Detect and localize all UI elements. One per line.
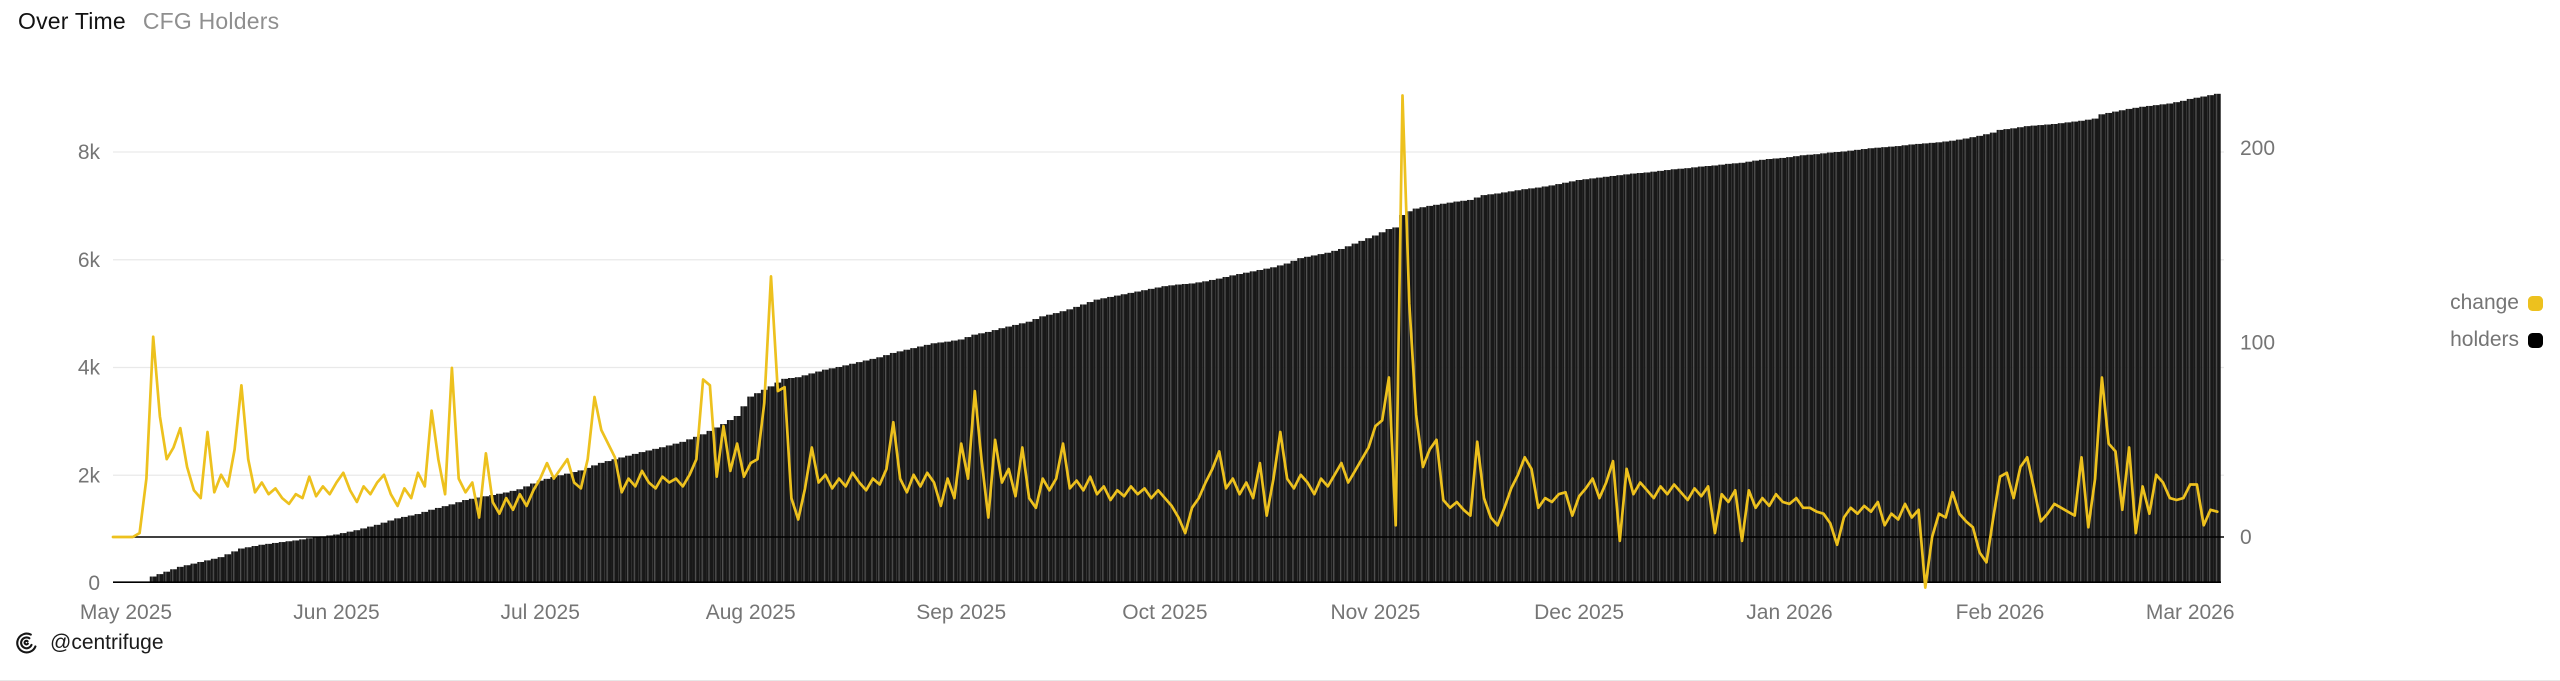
svg-text:Feb 2026: Feb 2026 [1956, 601, 2045, 624]
legend-item-holders[interactable]: holders [2450, 328, 2543, 352]
svg-text:Dec 2025: Dec 2025 [1534, 601, 1624, 624]
svg-text:100: 100 [2240, 332, 2275, 355]
svg-text:Sep 2025: Sep 2025 [916, 601, 1006, 624]
attribution-handle[interactable]: @centrifuge [50, 630, 164, 654]
chart-title-bar: Over Time CFG Holders [18, 8, 279, 35]
svg-text:8k: 8k [78, 141, 101, 164]
chart-legend: change holders [2450, 291, 2543, 352]
svg-text:May 2025: May 2025 [80, 601, 172, 624]
svg-text:Jan 2026: Jan 2026 [1746, 601, 1832, 624]
page-subtitle: CFG Holders [142, 8, 280, 34]
legend-label-holders: holders [2450, 328, 2519, 351]
x-axis-month-labels: May 2025 Jun 2025 Jul 2025 Aug 2025 Sep 2025… [80, 601, 2235, 624]
zero-axis-lines [113, 536, 2224, 584]
right-axis-tick-labels: 0 100 200 [2240, 137, 2275, 549]
svg-text:Aug 2025: Aug 2025 [706, 601, 796, 624]
svg-text:Nov 2025: Nov 2025 [1330, 601, 1420, 624]
legend-swatch-change-icon [2528, 295, 2543, 311]
centrifuge-logo-icon [16, 632, 37, 654]
svg-text:Mar 2026: Mar 2026 [2146, 601, 2235, 624]
svg-text:4k: 4k [78, 357, 101, 380]
svg-text:0: 0 [88, 572, 100, 595]
svg-text:6k: 6k [78, 249, 101, 272]
attribution-footer: @centrifuge [13, 629, 164, 656]
svg-text:Jun 2025: Jun 2025 [293, 601, 379, 624]
svg-text:200: 200 [2240, 137, 2275, 160]
left-axis-tick-labels: 0 2k 4k 6k 8k [78, 141, 101, 595]
svg-text:Jul 2025: Jul 2025 [500, 601, 579, 624]
legend-label-change: change [2450, 291, 2519, 314]
svg-text:Oct 2025: Oct 2025 [1122, 601, 1207, 624]
legend-item-change[interactable]: change [2450, 291, 2543, 315]
svg-text:2k: 2k [78, 464, 101, 487]
svg-text:0: 0 [2240, 526, 2252, 549]
legend-swatch-holders-icon [2528, 332, 2543, 348]
change-line-series [111, 94, 2219, 589]
page-title: Over Time [18, 8, 126, 34]
